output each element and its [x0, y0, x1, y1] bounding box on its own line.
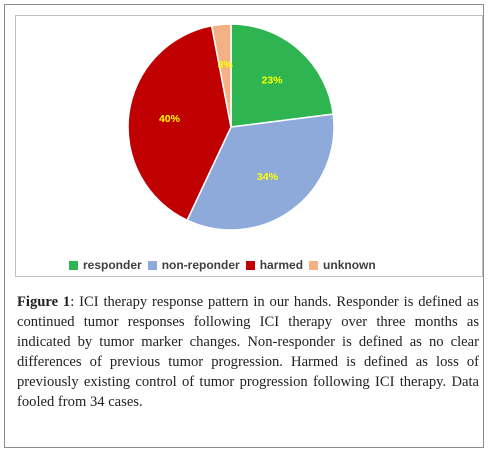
- data-label-non-reponder: 34%: [257, 171, 279, 183]
- figure-label: Figure 1: [17, 294, 71, 310]
- figure-caption: Figure 1: ICI therapy response pattern i…: [17, 292, 479, 412]
- data-label-responder: 23%: [261, 74, 283, 86]
- legend-item-harmed: harmed: [245, 258, 304, 272]
- legend-item-unknown: unknown: [309, 258, 376, 272]
- legend-label: responder: [83, 258, 142, 272]
- data-label-harmed: 40%: [159, 113, 181, 125]
- figure-frame: 23% 34% 40% 3% responder non-reponder harmed u…: [4, 4, 484, 448]
- legend-label: unknown: [323, 258, 376, 272]
- legend-item-responder: responder: [69, 258, 142, 272]
- legend-swatch: [245, 260, 255, 270]
- pie-slice-responder: [230, 23, 335, 128]
- legend-swatch: [69, 260, 78, 270]
- legend-swatch: [147, 260, 157, 270]
- legend-label: non-reponder: [161, 258, 240, 272]
- caption-text: : ICI therapy response pattern in our ha…: [17, 294, 479, 410]
- pie-slice-harmed: [127, 24, 232, 222]
- legend-label: harmed: [259, 258, 304, 272]
- pie-chart: 23% 34% 40% 3%: [127, 23, 335, 231]
- legend-item-non-reponder: non-reponder: [147, 258, 240, 272]
- legend-swatch: [309, 260, 319, 270]
- chart-area: 23% 34% 40% 3% responder non-reponder harmed u…: [15, 15, 483, 277]
- data-label-unknown: 3%: [218, 59, 234, 71]
- pie-slice-unknown: [210, 23, 232, 128]
- chart-legend: responder non-reponder harmed unknown: [69, 257, 382, 273]
